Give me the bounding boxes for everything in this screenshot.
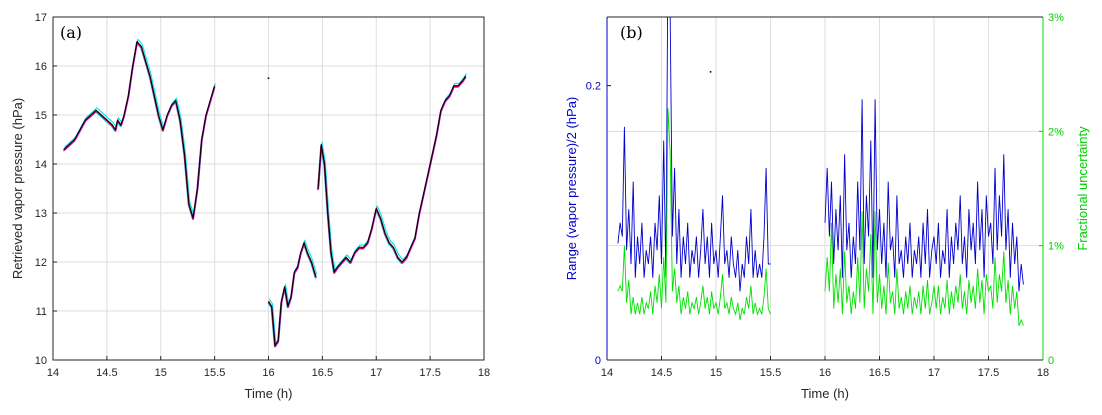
panel-b-right-tick-label: 0 — [1048, 355, 1054, 367]
panel-a-ytick-label: 12 — [35, 257, 47, 269]
panel-a-ytick-label: 17 — [35, 12, 47, 24]
panel-a-xtick-label: 14.5 — [96, 367, 117, 379]
panel-a-ytick-label: 14 — [35, 159, 47, 171]
panel-a-ylabel: Retrieved vapor pressure (hPa) — [10, 98, 25, 279]
panel-b-line-range — [824, 99, 1024, 292]
panel-a-xtick-label: 16.5 — [312, 367, 333, 379]
panel-b-xtick-label: 14.5 — [651, 367, 672, 379]
panel-b-xtick-label: 16 — [819, 367, 831, 379]
panel-a-xtick-label: 17.5 — [419, 367, 440, 379]
panel-b-xtick-label: 17.5 — [978, 367, 999, 379]
panel-b-line-fractional — [824, 211, 1024, 326]
panel-a-ytick-label: 10 — [35, 355, 47, 367]
panel-b-label: (b) — [620, 23, 643, 42]
panel-a-line-black — [317, 75, 467, 273]
panel-a-ytick-label: 16 — [35, 61, 47, 73]
panel-a-line-cyan — [64, 38, 216, 217]
panel-b-right-tick-label: 1% — [1048, 241, 1064, 253]
panel-a-xtick-label: 14 — [47, 367, 59, 379]
panel-a-frame — [52, 16, 485, 361]
panel-a-ytick-label: 11 — [36, 306, 47, 318]
panel-b-xlabel: Time (h) — [801, 386, 849, 401]
panel-a-xlabel: Time (h) — [245, 386, 293, 401]
panel-a-ticks: 14 14.5 15 15.5 16 16.5 17 17.5 18 10 11 12 13 14 15 16… — [35, 12, 490, 379]
panel-b-ylabel-right: Fractional uncertainty — [1075, 126, 1090, 251]
panel-b-xtick-label: 17 — [928, 367, 940, 379]
panel-b-xtick-label: 15 — [710, 367, 722, 379]
panel-b-xtick-label: 15.5 — [760, 367, 781, 379]
panel-a-line-black — [268, 241, 317, 346]
panel-a-line-black — [63, 41, 216, 219]
panel-a-xtick-label: 17 — [370, 367, 382, 379]
panel-b-left-tick-label: 0 — [595, 355, 601, 367]
panel-b-xtick-label: 18 — [1037, 367, 1049, 379]
panel-a-xtick-label: 16 — [262, 367, 274, 379]
panel-b-series — [617, 17, 1024, 326]
panel-b-ylabel-left: Range (vapor pressure)/2 (hPa) — [564, 97, 579, 281]
panel-b-right-tick-label: 2% — [1048, 126, 1064, 138]
panel-b-xtick-label: 16.5 — [869, 367, 890, 379]
panel-b-left-tick-label: 0.2 — [586, 81, 601, 93]
panel-b-xtick-label: 14 — [601, 367, 613, 379]
panel-a-ytick-label: 13 — [35, 208, 47, 220]
panel-b-stray-point — [709, 71, 712, 73]
panel-b-line-fractional — [617, 108, 771, 321]
panel-b-line-range — [617, 17, 771, 292]
panel-a-ytick-label: 15 — [35, 110, 47, 122]
panel-a-series — [62, 38, 467, 348]
panel-b-right-tick-label: 3% — [1048, 12, 1064, 24]
panel-a-xtick-label: 15.5 — [204, 367, 225, 379]
panel-a-stray-point — [267, 77, 270, 80]
panel-a-xtick-label: 15 — [155, 367, 167, 379]
panel-a-xtick-label: 18 — [478, 367, 490, 379]
panel-a: 14 14.5 15 15.5 16 16.5 17 17.5 18 10 11 12 13 14 15 16… — [10, 12, 490, 401]
panel-a-label: (a) — [60, 23, 82, 42]
